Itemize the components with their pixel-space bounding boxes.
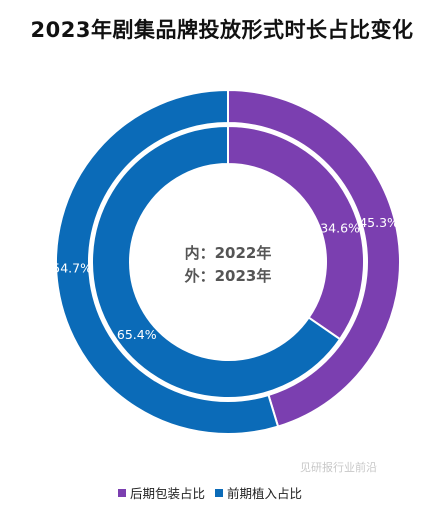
legend-item-pre-placement[interactable]: 前期植入占比 [215, 483, 302, 502]
outer-ring-slice-1 [55, 88, 280, 435]
center-label-outer: 外：2023年 [184, 267, 272, 285]
outer-ring-label-0: 45.3% [359, 215, 399, 230]
inner-ring-label-0: 34.6% [320, 220, 360, 235]
legend-item-post-packaging[interactable]: 后期包装占比 [118, 483, 205, 502]
legend-swatch-blue [215, 488, 224, 497]
donut-rings [55, 88, 401, 435]
outer-ring-label-1: 54.7% [52, 261, 92, 276]
legend-swatch-purple [118, 488, 126, 497]
inner-ring-slice-0 [227, 124, 365, 341]
watermark: 见研报行业前沿 [300, 461, 377, 474]
legend-label-post-packaging: 后期包装占比 [130, 486, 206, 501]
chart-title: 2023年剧集品牌投放形式时长占比变化 [30, 18, 414, 42]
inner-ring-slice-1 [91, 124, 342, 399]
legend: 后期包装占比 前期植入占比 [118, 483, 302, 502]
percent-labels: 34.6% 65.4% 45.3% 54.7% [52, 215, 399, 342]
inner-ring-label-1: 65.4% [117, 327, 157, 342]
legend-label-pre-placement: 前期植入占比 [227, 486, 303, 501]
center-label-inner: 内：2022年 [185, 244, 272, 262]
